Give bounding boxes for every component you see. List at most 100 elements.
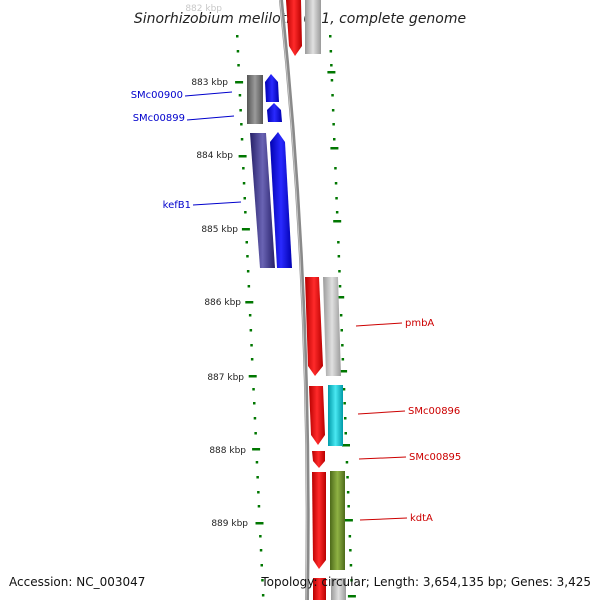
right-minor-tick — [329, 50, 333, 53]
leader-kdta — [359, 517, 408, 521]
left-minor-tick — [254, 432, 257, 435]
right-minor-tick — [335, 211, 339, 214]
right-minor-tick — [343, 402, 346, 405]
right-major-tick — [333, 220, 342, 223]
leader-smc00895 — [358, 456, 407, 460]
tick-label-889: 889 kbp — [211, 519, 248, 529]
right-minor-tick — [329, 35, 332, 38]
left-minor-tick — [261, 579, 264, 582]
tick-label-885: 885 kbp — [201, 225, 238, 235]
left-minor-tick — [240, 138, 244, 141]
gene-label-smc00900[interactable]: SMc00900 — [131, 90, 183, 101]
left-minor-tick — [246, 270, 250, 273]
right-minor-tick — [338, 270, 341, 273]
right-minor-tick — [337, 241, 340, 244]
right-tick-ring — [327, 35, 356, 598]
gene-smc00895[interactable] — [312, 451, 325, 468]
right-minor-tick — [344, 417, 347, 420]
gene-kefb1[interactable] — [270, 132, 292, 268]
tick-label-887: 887 kbp — [207, 373, 244, 383]
right-minor-tick — [346, 491, 350, 494]
right-minor-tick — [330, 79, 334, 82]
right-minor-tick — [337, 255, 341, 258]
left-minor-tick — [257, 505, 261, 508]
left-tick-ring — [235, 35, 265, 597]
right-minor-tick — [345, 461, 349, 464]
left-minor-tick — [242, 167, 245, 170]
left-minor-tick — [257, 491, 260, 494]
left-minor-tick — [253, 402, 256, 405]
right-minor-tick — [333, 138, 336, 141]
leader-smc00899 — [186, 115, 235, 121]
left-minor-tick — [240, 123, 243, 126]
tick-label-top: 882 kbp — [185, 4, 222, 14]
gene-smc00899[interactable] — [267, 103, 282, 122]
gene-label-pmba[interactable]: pmbA — [405, 318, 434, 329]
right-minor-tick — [334, 182, 338, 185]
right-minor-tick — [350, 579, 353, 582]
tick-label-884: 884 kbp — [196, 151, 233, 161]
right-minor-tick — [334, 167, 337, 170]
left-major-tick — [241, 228, 250, 231]
right-major-tick — [342, 444, 350, 447]
gene-pmba[interactable] — [305, 277, 323, 376]
gene-label-smc00899[interactable]: SMc00899 — [133, 113, 185, 124]
accession-text: Accession: NC_003047 — [9, 575, 145, 589]
right-major-tick — [347, 595, 356, 598]
right-minor-tick — [330, 64, 333, 67]
right-minor-tick — [342, 388, 346, 391]
gene-label-smc00895[interactable]: SMc00895 — [409, 452, 461, 463]
left-minor-tick — [253, 417, 257, 420]
left-minor-tick — [244, 211, 247, 214]
left-minor-tick — [250, 358, 254, 361]
left-minor-tick — [236, 35, 239, 38]
gene-label-smc00896[interactable]: SMc00896 — [408, 406, 460, 417]
gene-forward-bottom[interactable] — [313, 578, 326, 600]
left-minor-tick — [236, 50, 240, 53]
tick-label-888: 888 kbp — [209, 446, 246, 456]
gene-cds-smc00900[interactable] — [247, 75, 263, 124]
left-minor-tick — [245, 241, 248, 244]
genome-backbone-highlight — [279, 0, 308, 600]
right-major-tick — [330, 147, 339, 150]
gene-cds-kdta[interactable] — [330, 471, 345, 570]
tick-label-883: 883 kbp — [191, 78, 228, 88]
gene-label-kdta[interactable]: kdtA — [410, 513, 433, 524]
gene-smc00896[interactable] — [309, 386, 325, 445]
left-minor-tick — [256, 476, 259, 479]
left-minor-tick — [259, 549, 263, 552]
left-minor-tick — [250, 344, 253, 347]
left-minor-tick — [252, 388, 255, 391]
left-major-tick — [252, 448, 261, 451]
left-major-tick — [245, 301, 254, 304]
gene-cds-top[interactable] — [305, 0, 321, 54]
gene-smc00900[interactable] — [265, 74, 279, 102]
right-minor-tick — [344, 432, 347, 435]
right-minor-tick — [332, 123, 335, 126]
left-minor-tick — [259, 535, 262, 538]
right-minor-tick — [341, 344, 344, 347]
gene-cds-smc00896[interactable] — [328, 385, 343, 446]
right-major-tick — [327, 71, 336, 74]
right-minor-tick — [347, 505, 350, 508]
gene-cds-pmba[interactable] — [323, 277, 341, 376]
left-minor-tick — [246, 255, 249, 258]
right-minor-tick — [340, 329, 343, 332]
gene-kdta[interactable] — [312, 472, 326, 569]
leader-pmba — [355, 322, 403, 327]
gene-cds-kefb1[interactable] — [250, 133, 275, 268]
left-major-tick — [248, 375, 257, 378]
right-major-tick — [336, 296, 345, 299]
left-minor-tick — [260, 564, 263, 567]
gene-label-kefb1[interactable]: kefB1 — [163, 200, 191, 211]
right-major-tick — [339, 370, 348, 373]
left-minor-tick — [249, 329, 253, 332]
gene-cds-bottom[interactable] — [331, 578, 346, 600]
right-minor-tick — [348, 535, 352, 538]
right-minor-tick — [349, 564, 353, 567]
left-minor-tick — [237, 64, 240, 67]
right-major-tick — [344, 519, 353, 522]
left-minor-tick — [255, 461, 259, 464]
right-minor-tick — [331, 109, 335, 112]
gene-forward-top[interactable] — [286, 0, 302, 56]
